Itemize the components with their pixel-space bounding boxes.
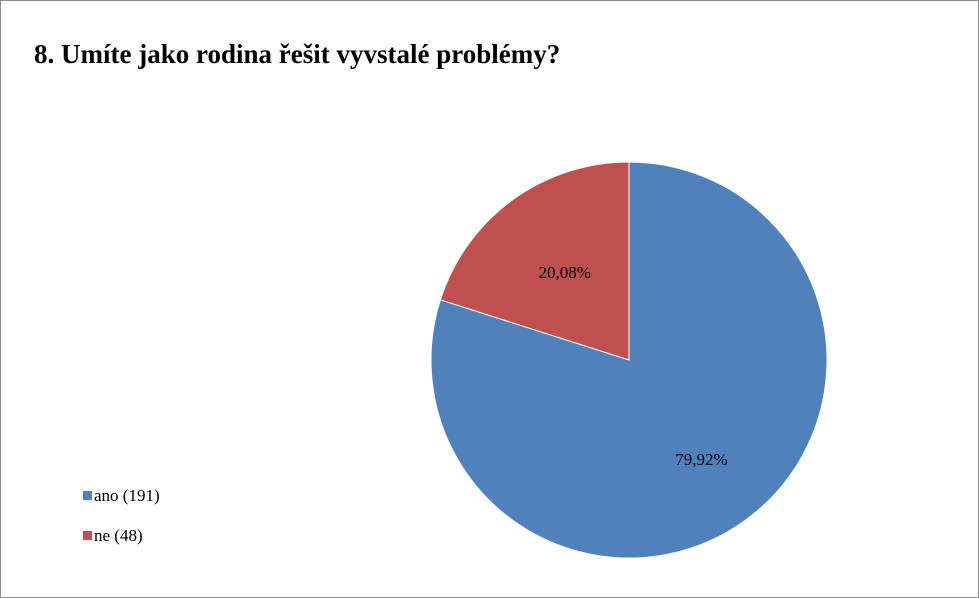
chart-title: 8. Umíte jako rodina řešit vyvstalé prob… — [34, 39, 561, 69]
pie-slice-1 — [439, 161, 630, 361]
data-label-1: 20,08% — [539, 263, 591, 282]
legend-swatch-ano — [83, 491, 92, 500]
legend-swatch-ne — [83, 531, 92, 540]
legend-item-ano: ano (191) — [83, 485, 160, 506]
data-label-0: 79,92% — [675, 450, 727, 469]
legend: ano (191) ne (48) — [83, 485, 160, 565]
legend-label-ne: ne (48) — [94, 525, 143, 545]
legend-item-ne: ne (48) — [83, 525, 160, 546]
pie-slices — [430, 161, 828, 559]
legend-label-ano: ano (191) — [94, 485, 160, 505]
pie-data-labels: 79,92% 20,08% — [539, 263, 728, 469]
